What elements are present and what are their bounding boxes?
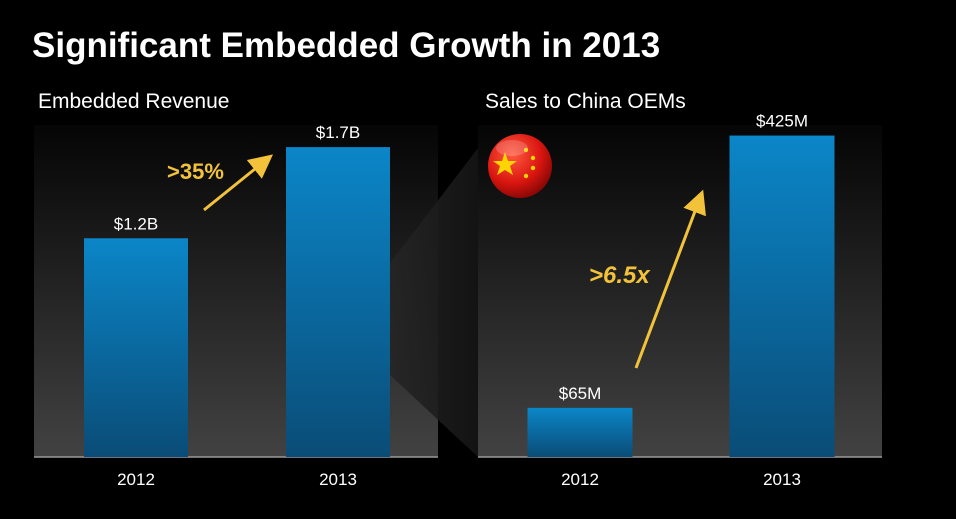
- x-tick-2012-chart1: 2012: [117, 470, 155, 489]
- china-flag-icon: [488, 134, 552, 198]
- data-label-2013-chart1: $1.7B: [316, 123, 360, 142]
- data-label-2012-chart1: $1.2B: [114, 214, 158, 233]
- data-label-2012-chart2: $65M: [559, 384, 602, 403]
- growth-annotation-right: >6.5x: [589, 262, 651, 289]
- slide-title: Significant Embedded Growth in 2013: [32, 26, 661, 65]
- chart-title-china-oems: Sales to China OEMs: [485, 90, 686, 113]
- zoom-connector: [362, 148, 478, 457]
- growth-annotation-left: >35%: [167, 159, 224, 184]
- bar-2013-chart2: [729, 135, 835, 457]
- x-tick-2012-chart2: 2012: [561, 470, 599, 489]
- growth-arrow-right: [634, 189, 706, 369]
- x-tick-2013-chart1: 2013: [319, 470, 357, 489]
- bar-2013-chart1: [286, 147, 390, 457]
- chart-title-embedded-revenue: Embedded Revenue: [38, 90, 230, 113]
- growth-arrow-left: [203, 154, 274, 212]
- bar-2012-chart1: [84, 238, 188, 457]
- data-label-2013-chart2: $425M: [756, 112, 808, 131]
- x-tick-2013-chart2: 2013: [763, 470, 801, 489]
- bar-2012-chart2: [527, 407, 633, 457]
